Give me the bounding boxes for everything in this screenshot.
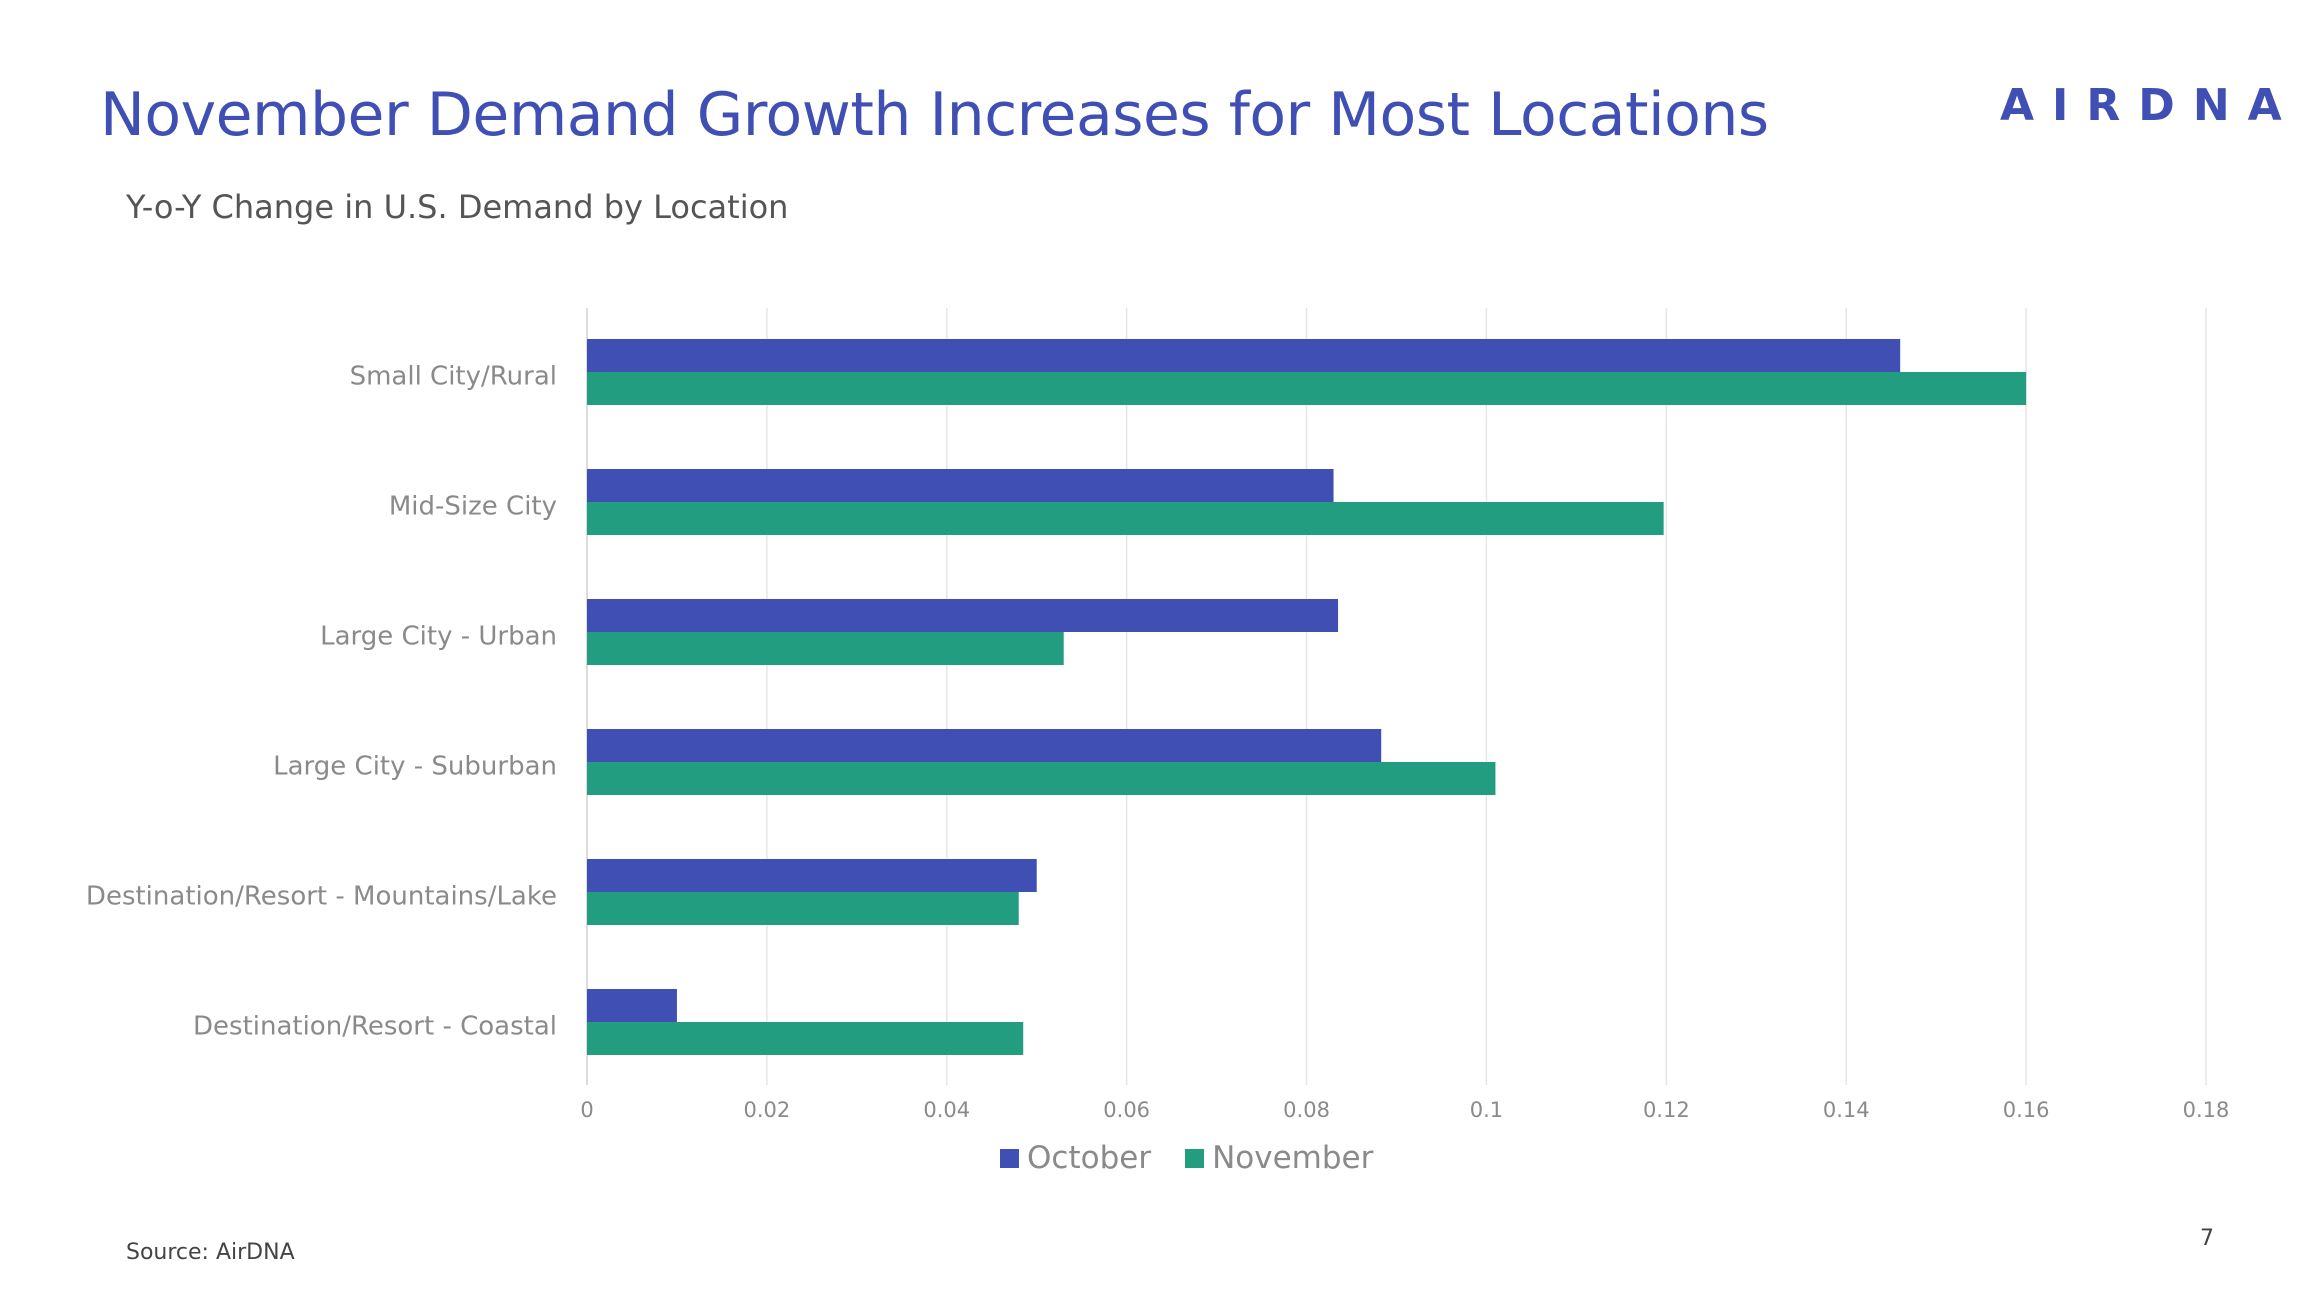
airdna-logo: AIRDNA bbox=[2000, 80, 2300, 131]
bar-november-5 bbox=[587, 1022, 1024, 1055]
x-tick-label-0.14: 0.14 bbox=[1823, 1098, 1870, 1122]
bar-november-4 bbox=[587, 892, 1019, 925]
category-label: Small City/Rural bbox=[350, 362, 557, 392]
slide-title: November Demand Growth Increases for Mos… bbox=[100, 80, 1769, 150]
category-label: Large City - Suburban bbox=[273, 752, 557, 782]
legend-label-november: November bbox=[1212, 1140, 1374, 1176]
bar-november-0 bbox=[587, 372, 2027, 405]
category-label: Destination/Resort - Coastal bbox=[193, 1012, 557, 1042]
category-label: Mid-Size City bbox=[389, 492, 557, 522]
bar-november-1 bbox=[587, 502, 1664, 535]
bar-november-2 bbox=[587, 632, 1064, 665]
legend-swatch-october bbox=[1000, 1148, 1019, 1168]
x-tick-label-0.06: 0.06 bbox=[1103, 1098, 1150, 1122]
x-tick-label-0.16: 0.16 bbox=[2003, 1098, 2050, 1122]
x-tick-label-0.1: 0.1 bbox=[1470, 1098, 1503, 1122]
category-label: Large City - Urban bbox=[320, 622, 557, 652]
chart-legend: October November bbox=[1000, 1140, 1373, 1176]
source-note: Source: AirDNA bbox=[126, 1240, 295, 1265]
x-tick-label-0.02: 0.02 bbox=[744, 1098, 791, 1122]
x-tick-label-0.12: 0.12 bbox=[1643, 1098, 1690, 1122]
bar-october-4 bbox=[587, 859, 1037, 892]
page-number: 7 bbox=[2200, 1226, 2214, 1251]
legend-item-november: November bbox=[1185, 1140, 1373, 1176]
category-label: Destination/Resort - Mountains/Lake bbox=[86, 882, 557, 912]
x-tick-label-0: 0 bbox=[580, 1098, 593, 1122]
x-tick-label-0.04: 0.04 bbox=[923, 1098, 970, 1122]
bar-november-3 bbox=[587, 762, 1496, 795]
bar-october-5 bbox=[587, 989, 677, 1022]
bar-october-3 bbox=[587, 729, 1382, 762]
legend-swatch-november bbox=[1185, 1148, 1205, 1168]
legend-item-october: October bbox=[1000, 1140, 1151, 1176]
x-tick-label-0.08: 0.08 bbox=[1283, 1098, 1330, 1122]
bar-october-1 bbox=[587, 469, 1334, 502]
chart-subtitle: Y-o-Y Change in U.S. Demand by Location bbox=[126, 188, 789, 226]
legend-label-october: October bbox=[1027, 1140, 1152, 1176]
x-tick-label-0.18: 0.18 bbox=[2183, 1098, 2230, 1122]
bar-october-2 bbox=[587, 599, 1339, 632]
bar-october-0 bbox=[587, 339, 1901, 372]
